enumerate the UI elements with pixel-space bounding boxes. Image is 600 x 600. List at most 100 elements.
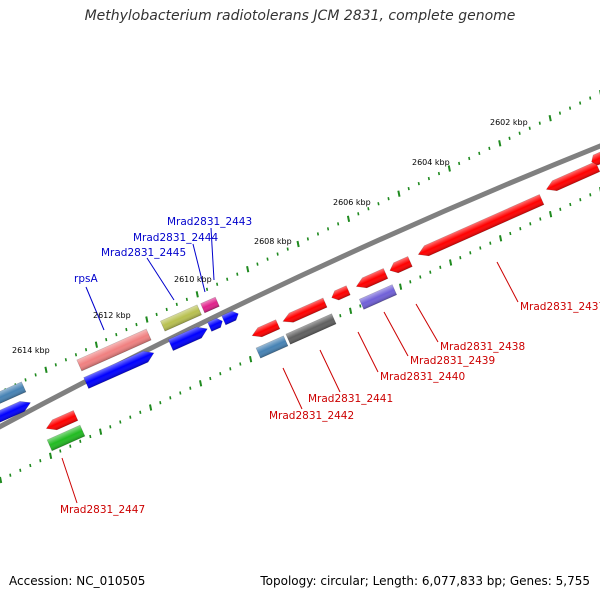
outer-tick-mark: [346, 215, 351, 223]
gene-label[interactable]: Mrad2831_2444: [133, 232, 218, 244]
outer-tick-mark: [326, 227, 330, 231]
inner-tick-mark: [69, 444, 72, 448]
gene-arrow-shading: [200, 297, 220, 313]
label-leader-lines: [61, 227, 519, 504]
gene-arrow[interactable]: [388, 256, 413, 276]
gene-arrow-shading: [207, 318, 223, 332]
outer-tick-mark: [256, 262, 259, 266]
outer-tick-mark: [266, 257, 269, 261]
outer-tick-mark: [74, 353, 78, 357]
outer-tick-mark: [135, 322, 138, 327]
gene-arrow-shading: [221, 311, 239, 325]
gene-label[interactable]: rpsA: [74, 273, 98, 285]
outer-tick-mark: [115, 332, 118, 337]
outer-tick-mark: [498, 140, 502, 147]
gene-label[interactable]: Mrad2831_2442: [269, 410, 354, 422]
gene-label[interactable]: Mrad2831_2445: [101, 247, 186, 259]
inner-tick-mark: [119, 420, 122, 424]
outer-tick-mark: [236, 272, 239, 276]
gene-arrow[interactable]: [0, 381, 27, 405]
inner-tick-mark: [139, 410, 142, 414]
inner-tick-mark: [579, 198, 582, 202]
gene-arrow[interactable]: [46, 424, 86, 452]
gene-arrow[interactable]: [44, 410, 79, 433]
inner-tick-mark: [529, 222, 532, 226]
inner-tick-mark: [409, 280, 412, 284]
gene-label[interactable]: Mrad2831_2439: [410, 355, 495, 367]
gene-arrow[interactable]: [200, 296, 220, 314]
gene-arrow[interactable]: [358, 284, 398, 310]
position-label: 2606 kbp: [333, 198, 371, 207]
outer-tick-mark: [589, 96, 592, 100]
inner-tick-mark: [159, 401, 162, 405]
outer-tick-mark: [518, 131, 521, 135]
outer-tick-mark: [447, 165, 451, 172]
gene-arrow-shading: [76, 329, 152, 371]
gene-label[interactable]: Mrad2831_2438: [440, 341, 525, 353]
gene-arrow[interactable]: [167, 323, 209, 352]
gene-arrow-shading: [389, 256, 413, 273]
inner-tick-mark: [109, 425, 112, 429]
inner-tick-mark: [399, 283, 403, 290]
outer-tick-mark: [558, 111, 562, 115]
position-label: 2608 kbp: [254, 237, 292, 246]
inner-tick-mark: [499, 235, 503, 242]
inner-tick-mark: [589, 193, 592, 197]
gene-arrow[interactable]: [255, 335, 289, 359]
gene-arrow[interactable]: [285, 313, 337, 345]
gene-arrow[interactable]: [221, 309, 241, 326]
gene-arrow[interactable]: [330, 285, 351, 302]
gene-arrow[interactable]: [281, 297, 328, 326]
gene-label[interactable]: Mrad2831_2443: [167, 216, 252, 228]
outer-tick-mark: [195, 291, 199, 298]
inner-tick-mark: [129, 415, 132, 419]
inner-tick-mark: [559, 207, 562, 211]
gene-arrow[interactable]: [160, 304, 202, 332]
gene-arrow[interactable]: [76, 328, 152, 372]
leader-line: [61, 457, 78, 504]
gene-arrow[interactable]: [207, 317, 225, 332]
gene-arrow[interactable]: [83, 347, 156, 389]
inner-tick-mark: [419, 275, 422, 279]
outer-tick-mark: [458, 161, 461, 166]
gene-label[interactable]: Mrad2831_2447: [60, 504, 145, 516]
outer-tick-mark: [316, 232, 320, 236]
gene-arrow[interactable]: [354, 268, 389, 291]
gene-arrow[interactable]: [416, 194, 545, 260]
gene-arrow[interactable]: [544, 161, 600, 195]
gene-arrow-shading: [418, 194, 544, 256]
gene-arrow-shading: [0, 401, 31, 423]
outer-tick-mark: [407, 186, 410, 191]
outer-tick-mark: [357, 212, 360, 216]
outer-tick-mark: [579, 101, 582, 105]
backbone-arc: [0, 143, 600, 430]
outer-tick-mark: [54, 363, 57, 367]
outer-tick-mark: [417, 181, 420, 186]
gene-label[interactable]: Mrad2831_2440: [380, 371, 465, 383]
outer-tick-mark: [548, 114, 552, 122]
outer-tick-mark: [105, 337, 108, 342]
inner-tick-mark: [219, 372, 222, 376]
position-label: 2602 kbp: [490, 118, 528, 127]
gene-arrow[interactable]: [589, 150, 600, 167]
gene-arrow-shading: [46, 410, 78, 430]
gene-arrow-shading: [282, 298, 328, 323]
gene-label[interactable]: Mrad2831_2437: [520, 301, 600, 313]
gene-arrow-shading: [252, 319, 280, 337]
outer-tick-mark: [24, 378, 27, 382]
gene-arrow[interactable]: [250, 319, 281, 341]
gene-arrow-shading: [591, 151, 600, 166]
inner-tick-mark: [539, 217, 542, 221]
inner-tick-mark: [19, 468, 22, 472]
position-label: 2612 kbp: [93, 311, 131, 320]
outer-tick-mark: [397, 190, 401, 197]
leader-line: [192, 243, 206, 293]
gene-arrow[interactable]: [0, 398, 33, 423]
inner-tick-mark: [519, 227, 522, 231]
inner-tick-mark: [359, 304, 362, 308]
inner-tick-mark: [9, 473, 12, 477]
outer-tick-mark: [125, 327, 128, 332]
gene-label[interactable]: Mrad2831_2441: [308, 393, 393, 405]
gene-arrow-shading: [160, 304, 202, 332]
